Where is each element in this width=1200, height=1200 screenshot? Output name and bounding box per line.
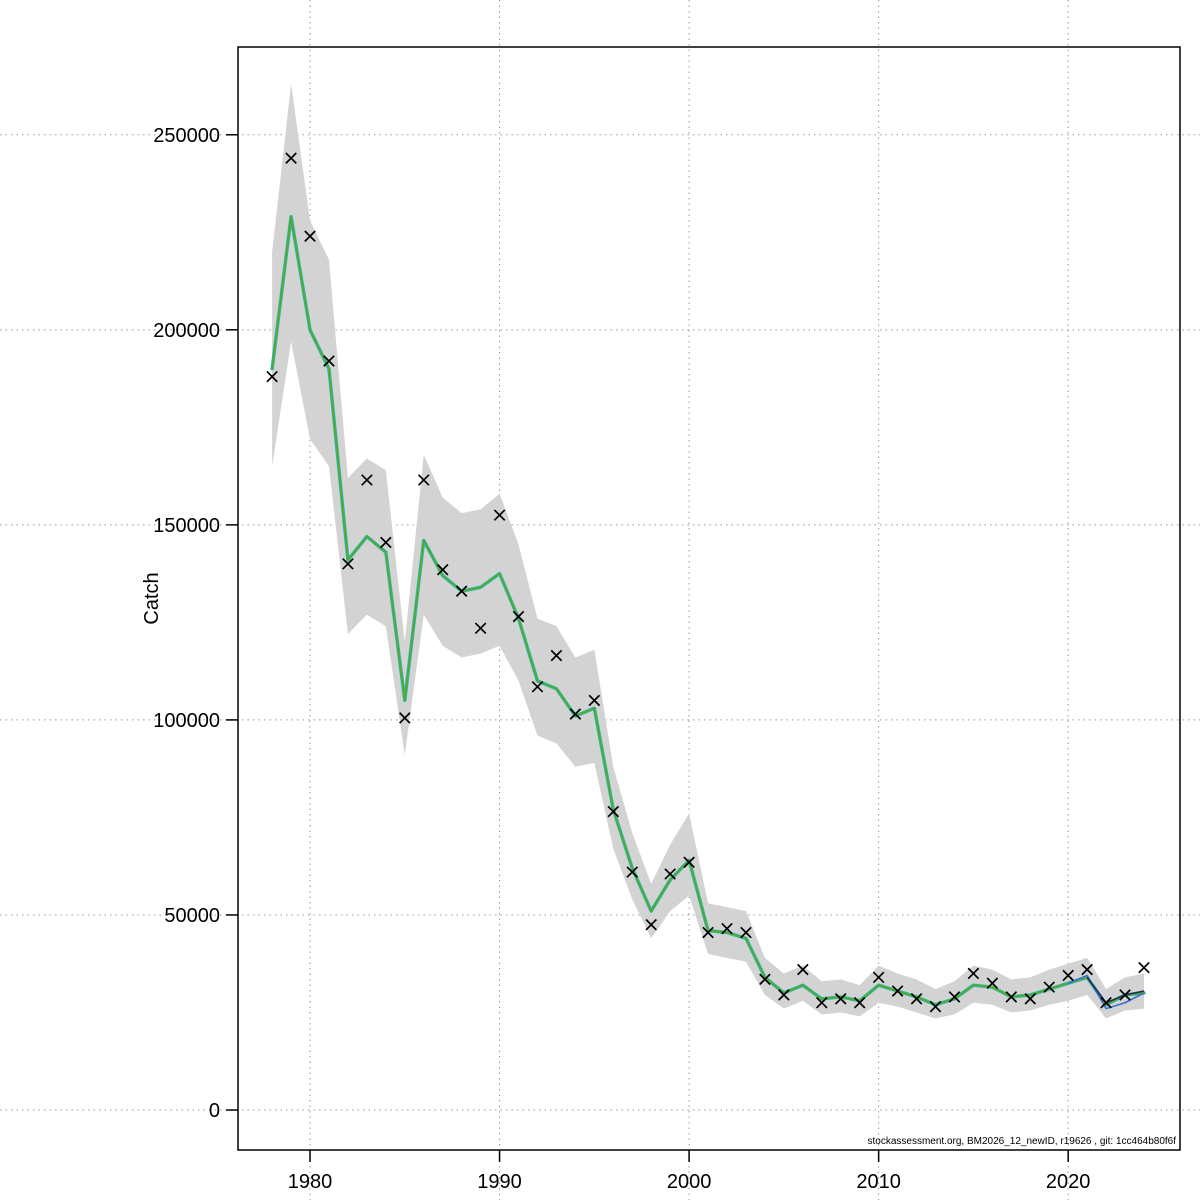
observation-marker <box>626 866 639 878</box>
observation-marker <box>550 649 563 662</box>
observation-marker <box>417 474 430 486</box>
observation-marker <box>910 993 923 1005</box>
observation-marker <box>834 993 847 1005</box>
observation-marker <box>531 680 544 693</box>
svg-text:150000: 150000 <box>153 515 220 537</box>
observation-marker <box>1100 996 1112 1009</box>
observation-marker <box>797 963 809 976</box>
observation-marker <box>493 509 506 521</box>
observation-marker <box>872 971 885 984</box>
observation-marker <box>891 985 904 997</box>
svg-text:0: 0 <box>209 1100 220 1122</box>
observation-marker <box>342 558 354 570</box>
x-axis-labels: 1980 1990 2000 2010 2020 <box>288 1171 1091 1193</box>
observation-marker <box>721 922 733 935</box>
observation-marker <box>986 977 999 990</box>
observation-marker <box>455 585 468 597</box>
observation-marker <box>398 712 411 724</box>
observation-marker <box>645 918 657 931</box>
observation-marker <box>948 991 961 1003</box>
y-axis-ticks <box>226 134 238 1111</box>
plot-area <box>270 84 1146 1019</box>
observation-marker <box>304 230 316 242</box>
plot-border <box>237 46 1181 1151</box>
observation-marker <box>512 610 525 623</box>
observation-marker <box>929 1000 942 1013</box>
svg-text:1980: 1980 <box>288 1171 333 1193</box>
observation-marker <box>778 989 790 1001</box>
observation-marker <box>1119 989 1131 1001</box>
svg-text:2020: 2020 <box>1046 1171 1091 1193</box>
observation-marker <box>436 563 449 576</box>
observation-marker <box>285 152 297 164</box>
observation-marker <box>683 856 695 869</box>
observation-marker <box>323 355 335 367</box>
svg-text:2010: 2010 <box>856 1171 901 1193</box>
watermark-text: stockassessment.org, BM2026_12_newID, r1… <box>867 1136 1176 1147</box>
x-axis-ticks <box>309 1150 1069 1162</box>
observation-marker <box>1024 993 1037 1005</box>
observation-marker <box>967 967 980 980</box>
observation-marker <box>588 694 601 707</box>
observation-marker <box>361 474 373 486</box>
observation-marker <box>607 805 620 818</box>
observation-marker <box>1138 961 1150 974</box>
observation-marker <box>759 973 771 986</box>
fit-line-cyan <box>270 214 1146 1007</box>
observation-marker <box>815 996 828 1009</box>
svg-text:1990: 1990 <box>477 1171 522 1193</box>
fit-line-olive <box>271 215 1146 1006</box>
y-axis-title: Catch <box>141 572 163 624</box>
observation-markers <box>266 152 1150 1013</box>
retro-run-dark <box>1086 976 1145 1004</box>
observation-marker <box>740 926 752 939</box>
observation-marker <box>1043 981 1056 993</box>
observation-marker <box>702 926 714 939</box>
observation-marker <box>853 996 866 1009</box>
fit-line-green <box>271 216 1145 1006</box>
observation-marker <box>1081 963 1093 976</box>
observation-marker <box>569 708 582 720</box>
svg-text:2000: 2000 <box>667 1171 712 1193</box>
confidence-band <box>272 84 1144 1019</box>
svg-text:50000: 50000 <box>164 905 220 927</box>
svg-text:200000: 200000 <box>153 320 220 342</box>
observation-marker <box>1005 991 1018 1003</box>
retro-run-blue <box>1067 974 1145 1010</box>
observation-marker <box>380 536 392 549</box>
observation-marker <box>266 370 278 383</box>
observation-marker <box>474 622 487 635</box>
observation-marker <box>664 868 676 880</box>
svg-text:100000: 100000 <box>153 710 220 732</box>
observation-marker <box>1062 969 1074 982</box>
y-axis-labels: 0 50000 100000 150000 200000 250000 <box>153 125 220 1122</box>
svg-text:250000: 250000 <box>153 125 220 147</box>
